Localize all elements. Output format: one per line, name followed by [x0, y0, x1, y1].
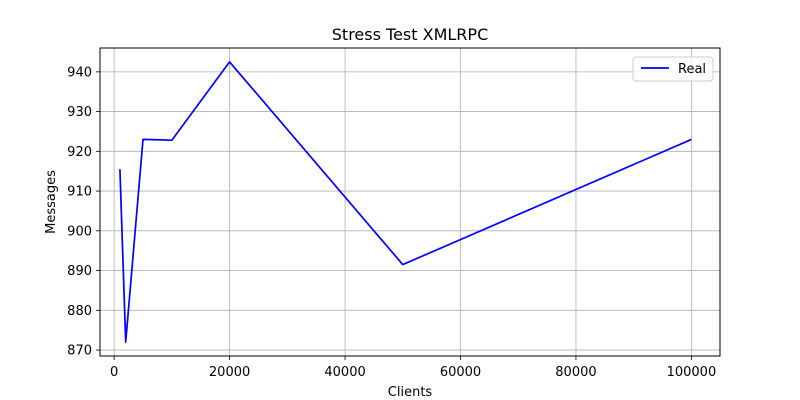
x-tick-label: 20000 [209, 365, 250, 380]
plot-frame [99, 47, 721, 357]
series-line-real [119, 61, 692, 343]
y-tick-label: 900 [67, 224, 92, 239]
x-tick-label: 100000 [667, 365, 717, 380]
x-axis-label: Clients [388, 385, 433, 400]
x-tick-label: 0 [110, 365, 118, 380]
legend-box [632, 56, 714, 82]
y-tick-label: 890 [67, 264, 92, 279]
y-tick-label: 920 [67, 145, 92, 160]
y-tick-label: 880 [67, 304, 92, 319]
y-tick-label: 930 [67, 105, 92, 120]
y-axis-ticks: 870 880 890 900 910 920 930 940 [67, 65, 100, 359]
y-axis-label: Messages [44, 170, 59, 234]
legend: Real [632, 56, 714, 82]
legend-label-real: Real [678, 62, 706, 77]
grid [100, 48, 720, 356]
x-tick-label: 80000 [555, 365, 596, 380]
y-tick-label: 940 [67, 65, 92, 80]
x-axis-ticks: 0 20000 40000 60000 80000 100000 [110, 356, 716, 380]
y-tick-label: 870 [67, 344, 92, 359]
y-tick-label: 910 [67, 185, 92, 200]
x-tick-label: 60000 [440, 365, 481, 380]
series-layer [119, 61, 692, 343]
chart-title: Stress Test XMLRPC [332, 25, 488, 44]
x-tick-label: 40000 [324, 365, 365, 380]
